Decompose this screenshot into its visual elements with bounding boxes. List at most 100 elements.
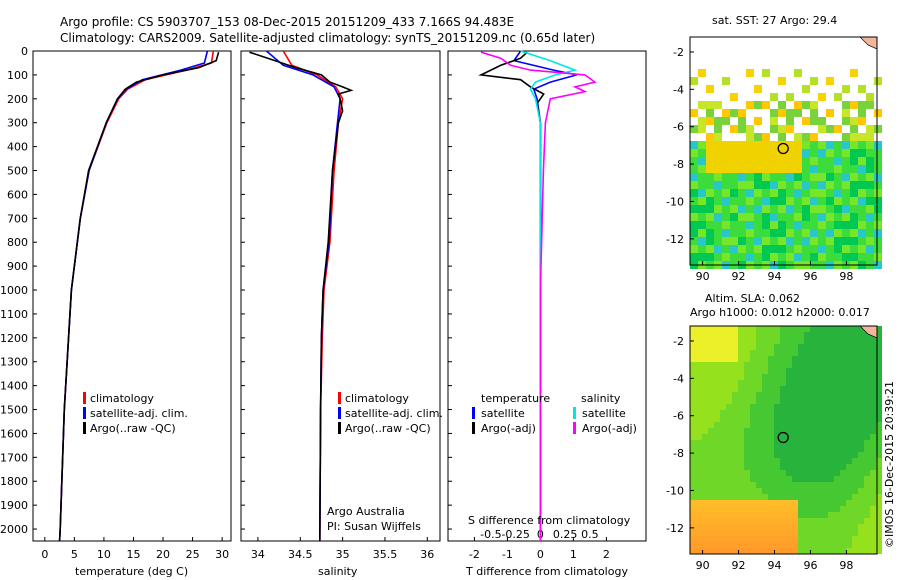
sla-cell [846, 452, 852, 458]
sla-cell [732, 476, 738, 482]
sst-cell [698, 141, 706, 149]
sst-cell [786, 221, 794, 229]
sst-cell [866, 125, 874, 133]
sla-cell [804, 512, 810, 518]
sla-cell [774, 458, 780, 464]
sla-cell [732, 542, 738, 548]
salinity-legend: climatology satellite-adj. clim. Argo(..… [327, 392, 443, 533]
sla-cell [702, 416, 708, 422]
sla-cell [780, 338, 786, 344]
sla-cell [780, 500, 786, 506]
sla-cell [696, 398, 702, 404]
sla-cell [774, 482, 780, 488]
legend-label-t-argo: Argo(-adj) [481, 422, 536, 435]
sla-cell [744, 542, 750, 548]
sst-cell [690, 229, 698, 237]
sla-cell [804, 482, 810, 488]
sla-cell [810, 404, 816, 410]
sst-cell [810, 189, 818, 197]
sla-cell [828, 542, 834, 548]
sla-cell [756, 392, 762, 398]
difference-tick-label: 0 [537, 548, 544, 561]
sla-cell [804, 434, 810, 440]
sla-cell [708, 548, 714, 554]
difference-x-axis: -2 -1 0 1 2-0.5 -0.25 0 0.25 0.5 [469, 528, 610, 561]
sst-cell [842, 181, 850, 189]
sst-cell [698, 165, 706, 173]
map-lon-label: 92 [732, 270, 746, 283]
series-line-argo-raw-qc- [249, 51, 354, 542]
sla-cell [750, 326, 756, 332]
sla-cell [828, 356, 834, 362]
depth-tick-label: 1100 [0, 308, 28, 321]
sla-cell [858, 524, 864, 530]
sst-cell [706, 189, 714, 197]
temperature-tick-label: 0 [41, 548, 48, 561]
sst-cell [698, 181, 706, 189]
sla-cell [738, 344, 744, 350]
sla-cell [828, 476, 834, 482]
series-line-climatology [282, 50, 344, 542]
sst-cell [810, 109, 818, 117]
sla-cell [864, 350, 870, 356]
sla-cell [744, 380, 750, 386]
sst-cell [826, 189, 834, 197]
sst-cell [850, 253, 858, 261]
sla-cell [750, 452, 756, 458]
sla-cell [780, 398, 786, 404]
sst-cell [778, 125, 786, 133]
sla-cell [750, 350, 756, 356]
sla-cell [876, 416, 882, 422]
sla-cell [810, 386, 816, 392]
sst-cell [770, 157, 778, 165]
sla-cell [840, 512, 846, 518]
sla-cell [798, 536, 804, 542]
sla-cell [828, 374, 834, 380]
sla-cell [828, 416, 834, 422]
sst-cell [690, 205, 698, 213]
sla-cell [810, 434, 816, 440]
sst-cell [738, 205, 746, 213]
sst-cell [690, 189, 698, 197]
sla-cell [714, 374, 720, 380]
sla-cell [720, 476, 726, 482]
sst-cell [698, 245, 706, 253]
sla-cell [870, 392, 876, 398]
sla-cell [780, 446, 786, 452]
sst-cell [850, 237, 858, 245]
sla-cell [720, 440, 726, 446]
sla-cell [714, 350, 720, 356]
sla-cell [714, 512, 720, 518]
sla-cell [696, 488, 702, 494]
sla-cell [822, 476, 828, 482]
sst-cell [842, 101, 850, 109]
sla-cell [864, 416, 870, 422]
sla-cell [858, 476, 864, 482]
map-lat-label: -4 [673, 372, 684, 385]
sst-cell [842, 149, 850, 157]
sla-cell [816, 446, 822, 452]
sla-cell [846, 392, 852, 398]
sla-cell [702, 350, 708, 356]
sst-cell [714, 189, 722, 197]
sst-cell [778, 133, 786, 141]
sla-cell [726, 422, 732, 428]
sla-cell [762, 530, 768, 536]
sla-cell [870, 356, 876, 362]
sla-cell [870, 524, 876, 530]
sla-cell [708, 440, 714, 446]
depth-tick-label: 400 [7, 141, 28, 154]
sla-cell [798, 548, 804, 554]
sla-cell [786, 482, 792, 488]
sst-cell [714, 213, 722, 221]
sla-cell [750, 518, 756, 524]
sla-cell [690, 332, 696, 338]
depth-tick-label: 800 [7, 236, 28, 249]
sla-cell [720, 482, 726, 488]
sst-cell [762, 253, 770, 261]
sla-cell [738, 368, 744, 374]
sla-cell [732, 398, 738, 404]
sla-cell [762, 374, 768, 380]
sla-cell [708, 470, 714, 476]
sla-cell [816, 356, 822, 362]
